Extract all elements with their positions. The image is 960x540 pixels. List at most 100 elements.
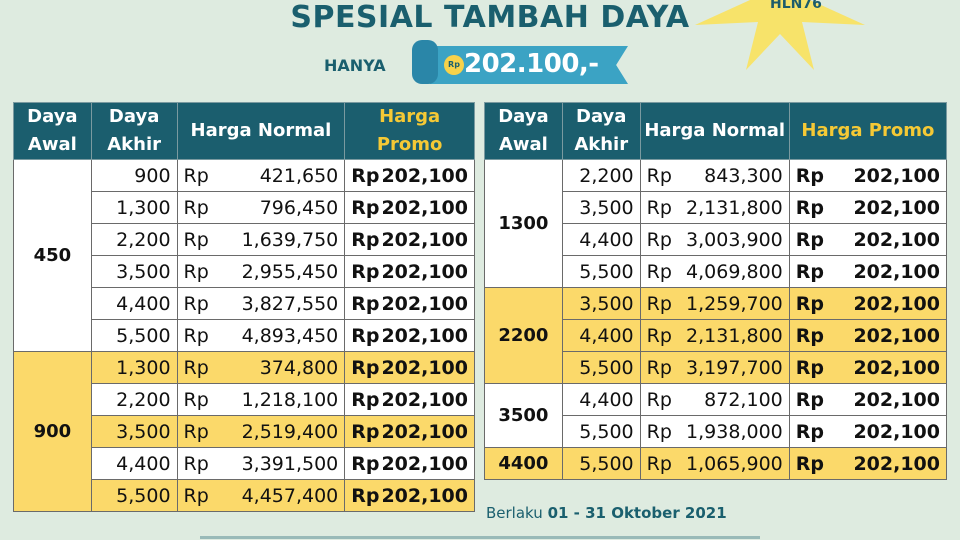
- currency-cell: Rp: [176, 415, 217, 448]
- promo-currency: Rp: [351, 452, 380, 475]
- promo-currency: Rp: [795, 324, 824, 347]
- harga-promo-cell: Rp 202,100: [344, 159, 475, 192]
- table-row: 3500 4,400 Rp 872,100 Rp 202,100: [484, 383, 948, 448]
- table-row: 3,500 Rp 2,955,450 Rp 202,100: [14, 255, 475, 288]
- table-row: 4400 5,500 Rp 1,065,900 Rp 202,100: [484, 447, 948, 480]
- ribbon-roll-icon: [412, 40, 438, 84]
- harga-normal-cell: 421,650: [216, 159, 346, 192]
- currency-cell: Rp: [639, 383, 681, 416]
- col-harga-normal: Harga Normal: [639, 102, 790, 160]
- hanya-label: HANYA: [324, 56, 386, 75]
- currency-cell: Rp: [176, 447, 217, 480]
- promo-value: 202,100: [381, 292, 468, 315]
- currency-cell: Rp: [176, 479, 217, 512]
- harga-normal-cell: 2,519,400: [216, 415, 346, 448]
- currency-cell: Rp: [176, 159, 217, 192]
- table-row: 5,500 Rp 4,893,450 Rp 202,100: [14, 319, 475, 352]
- price-table-right: Daya Awal Daya Akhir Harga Normal Harga Pr…: [484, 102, 948, 480]
- promo-value: 202,100: [381, 164, 468, 187]
- currency-cell: Rp: [639, 191, 681, 224]
- harga-normal-cell: 374,800: [216, 351, 346, 384]
- daya-akhir-cell: 5,500: [561, 351, 641, 384]
- harga-normal-cell: 3,197,700: [680, 351, 790, 384]
- promo-currency: Rp: [351, 388, 380, 411]
- harga-normal-cell: 1,218,100: [216, 383, 346, 416]
- promo-value: 202,100: [853, 228, 940, 251]
- harga-normal-cell: 1,639,750: [216, 223, 346, 256]
- table-row: 5,500 Rp 1,938,000 Rp 202,100: [485, 415, 948, 448]
- harga-promo-cell: Rp 202,100: [344, 351, 475, 384]
- promo-currency: Rp: [795, 452, 824, 475]
- harga-normal-cell: 1,065,900: [680, 447, 790, 480]
- table-row: 5,500 Rp 4,069,800 Rp 202,100: [485, 255, 948, 288]
- currency-cell: Rp: [639, 319, 681, 352]
- daya-akhir-cell: 4,400: [90, 447, 178, 480]
- daya-awal-cell: 900: [13, 351, 92, 512]
- harga-normal-cell: 3,827,550: [216, 287, 346, 320]
- promo-value: 202,100: [853, 164, 940, 187]
- promo-value: 202,100: [853, 260, 940, 283]
- promo-currency: Rp: [795, 228, 824, 251]
- bottom-cut-text: [200, 530, 760, 540]
- table-row: 3,500 Rp 2,519,400 Rp 202,100: [14, 415, 475, 448]
- col-daya-akhir: Daya Akhir: [561, 102, 641, 160]
- star-badge-icon: [695, 0, 865, 70]
- harga-promo-cell: Rp 202,100: [344, 255, 475, 288]
- daya-akhir-cell: 5,500: [561, 447, 641, 480]
- daya-akhir-cell: 5,500: [561, 255, 641, 288]
- rp-coin-icon: Rp: [444, 55, 464, 75]
- harga-promo-cell: Rp 202,100: [788, 351, 948, 384]
- daya-akhir-cell: 2,200: [90, 223, 178, 256]
- currency-cell: Rp: [639, 159, 681, 192]
- table-row: 5,500 Rp 4,457,400 Rp 202,100: [14, 479, 475, 512]
- harga-normal-cell: 796,450: [216, 191, 346, 224]
- promo-currency: Rp: [351, 324, 380, 347]
- price-ribbon: Rp 202.100,-: [408, 38, 633, 88]
- page-title: SPESIAL TAMBAH DAYA: [290, 0, 690, 35]
- harga-promo-cell: Rp 202,100: [788, 383, 948, 416]
- promo-currency: Rp: [351, 228, 380, 251]
- table-row: 2200 3,500 Rp 1,259,700 Rp 202,100: [484, 287, 948, 384]
- daya-akhir-cell: 5,500: [561, 415, 641, 448]
- harga-promo-cell: Rp 202,100: [344, 223, 475, 256]
- harga-promo-cell: Rp 202,100: [344, 383, 475, 416]
- harga-promo-cell: Rp 202,100: [344, 447, 475, 480]
- harga-promo-cell: Rp 202,100: [788, 191, 948, 224]
- table-row: 4,400 Rp 3,391,500 Rp 202,100: [14, 447, 475, 480]
- promo-currency: Rp: [795, 420, 824, 443]
- harga-normal-cell: 2,131,800: [680, 319, 790, 352]
- badge-code: HLN76: [770, 0, 822, 12]
- daya-awal-cell: 3500: [484, 383, 563, 448]
- harga-promo-cell: Rp 202,100: [788, 319, 948, 352]
- promo-currency: Rp: [351, 356, 380, 379]
- harga-promo-cell: Rp 202,100: [788, 255, 948, 288]
- harga-normal-cell: 1,938,000: [680, 415, 790, 448]
- promo-value: 202,100: [853, 420, 940, 443]
- promo-currency: Rp: [351, 260, 380, 283]
- currency-cell: Rp: [639, 255, 681, 288]
- harga-normal-cell: 4,893,450: [216, 319, 346, 352]
- col-harga-promo: Harga Promo: [788, 102, 948, 160]
- currency-cell: Rp: [639, 447, 681, 480]
- promo-currency: Rp: [351, 292, 380, 315]
- table-row: 450 900 Rp 421,650 Rp 202,100: [13, 159, 475, 352]
- promo-value: 202,100: [853, 356, 940, 379]
- promo-value: 202,100: [381, 484, 468, 507]
- daya-akhir-cell: 3,500: [561, 287, 641, 320]
- promo-value: 202,100: [381, 260, 468, 283]
- currency-cell: Rp: [176, 223, 217, 256]
- harga-promo-cell: Rp 202,100: [788, 415, 948, 448]
- col-harga-promo: Harga Promo: [344, 102, 475, 160]
- promo-currency: Rp: [795, 388, 824, 411]
- daya-akhir-cell: 4,400: [561, 383, 641, 416]
- daya-akhir-cell: 1,300: [90, 351, 178, 384]
- table-row: 1,300 Rp 796,450 Rp 202,100: [14, 191, 475, 224]
- table-header-row: Daya Awal Daya Akhir Harga Normal Harga Pr…: [13, 102, 475, 160]
- promo-value: 202,100: [853, 292, 940, 315]
- promo-value: 202,100: [381, 420, 468, 443]
- table-row: 4,400 Rp 3,003,900 Rp 202,100: [485, 223, 948, 256]
- currency-cell: Rp: [639, 223, 681, 256]
- promo-value: 202,100: [853, 452, 940, 475]
- harga-normal-cell: 3,391,500: [216, 447, 346, 480]
- currency-cell: Rp: [176, 319, 217, 352]
